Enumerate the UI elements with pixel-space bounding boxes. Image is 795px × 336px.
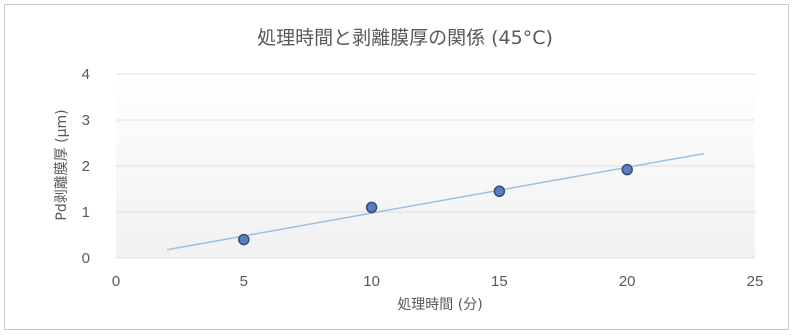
gridlines [116, 73, 755, 259]
y-tick-label: 0 [82, 250, 90, 267]
y-tick-label: 2 [82, 158, 90, 175]
x-tick-label: 25 [747, 273, 764, 290]
data-point [365, 201, 378, 214]
x-tick-label: 15 [491, 273, 508, 290]
x-tick-label: 0 [112, 273, 120, 290]
y-axis-label: Pd剥離膜厚 (μm) [53, 109, 70, 220]
data-point [493, 185, 506, 198]
chart-title: 処理時間と剥離膜厚の関係 (45°C) [257, 27, 553, 49]
data-points [238, 163, 633, 246]
y-tick-label: 1 [82, 204, 90, 221]
trendline [166, 152, 705, 251]
x-axis-label: 処理時間 (分) [397, 297, 482, 313]
trendline-layer [166, 152, 705, 251]
x-tick-label: 20 [619, 273, 636, 290]
y-tick-label: 4 [82, 66, 90, 83]
x-tick-label: 10 [363, 273, 380, 290]
data-point [238, 233, 250, 246]
y-tick-label: 3 [82, 112, 90, 129]
tick-labels: 0 1 2 3 4 0 5 10 15 20 25 [82, 66, 764, 290]
data-point [621, 163, 633, 176]
x-tick-label: 5 [240, 273, 248, 290]
